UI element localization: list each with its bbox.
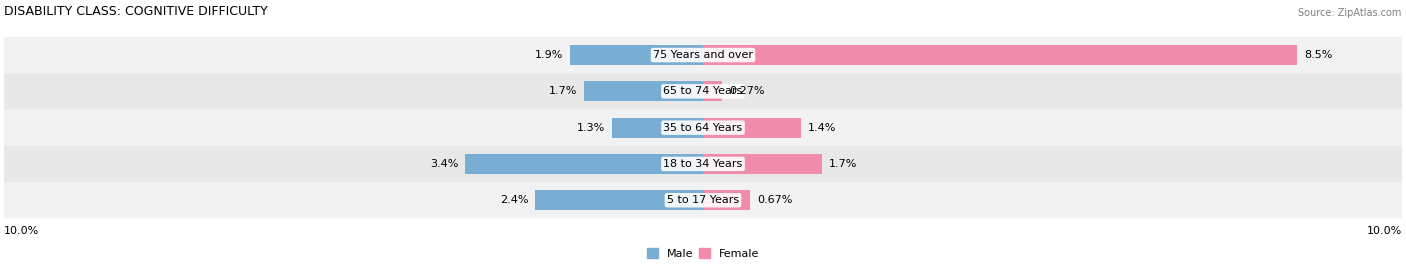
Text: DISABILITY CLASS: COGNITIVE DIFFICULTY: DISABILITY CLASS: COGNITIVE DIFFICULTY [4, 5, 269, 18]
Bar [536, 190, 703, 210]
Text: 1.4%: 1.4% [808, 123, 837, 133]
Text: 8.5%: 8.5% [1303, 50, 1333, 60]
Bar [612, 118, 703, 138]
Text: 2.4%: 2.4% [499, 195, 529, 205]
Legend: Male, Female: Male, Female [643, 244, 763, 263]
FancyBboxPatch shape [4, 110, 1402, 146]
Text: Source: ZipAtlas.com: Source: ZipAtlas.com [1299, 8, 1402, 18]
Text: 1.7%: 1.7% [828, 159, 858, 169]
Bar [703, 118, 801, 138]
Bar [465, 154, 703, 174]
FancyBboxPatch shape [4, 146, 1402, 182]
Text: 0.67%: 0.67% [756, 195, 792, 205]
Text: 1.7%: 1.7% [548, 86, 578, 96]
Bar [703, 45, 1296, 65]
Text: 18 to 34 Years: 18 to 34 Years [664, 159, 742, 169]
Bar [585, 81, 703, 101]
Text: 1.9%: 1.9% [534, 50, 564, 60]
Text: 10.0%: 10.0% [4, 226, 39, 236]
FancyBboxPatch shape [4, 73, 1402, 110]
Bar [703, 190, 749, 210]
FancyBboxPatch shape [4, 37, 1402, 73]
FancyBboxPatch shape [4, 182, 1402, 218]
Text: 1.3%: 1.3% [576, 123, 605, 133]
Text: 0.27%: 0.27% [728, 86, 765, 96]
Text: 10.0%: 10.0% [1367, 226, 1402, 236]
Bar [571, 45, 703, 65]
Text: 75 Years and over: 75 Years and over [652, 50, 754, 60]
Text: 3.4%: 3.4% [430, 159, 458, 169]
Bar [703, 81, 721, 101]
Text: 5 to 17 Years: 5 to 17 Years [666, 195, 740, 205]
Bar [703, 154, 821, 174]
Text: 65 to 74 Years: 65 to 74 Years [664, 86, 742, 96]
Text: 35 to 64 Years: 35 to 64 Years [664, 123, 742, 133]
